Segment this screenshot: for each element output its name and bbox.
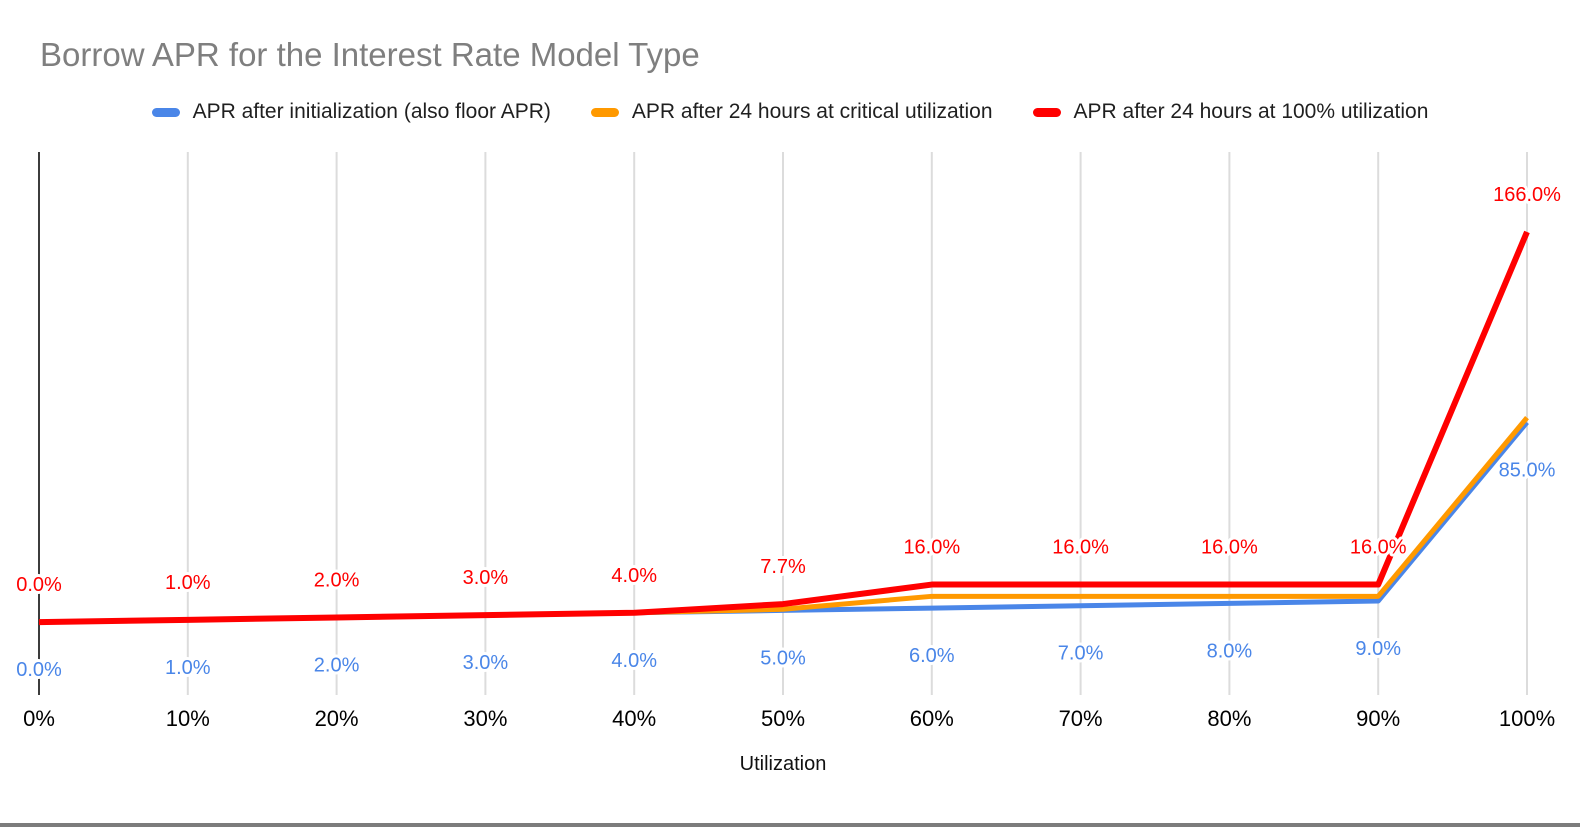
data-label: 85.0% [1499,459,1556,481]
chart-title: Borrow APR for the Interest Rate Model T… [40,36,700,73]
legend-item-2: APR after 24 hours at critical utilizati… [590,100,993,124]
x-tick-label: 60% [910,706,954,731]
data-label: 1.0% [165,657,211,679]
x-tick-label: 70% [1059,706,1103,731]
legend-item-1: APR after initialization (also floor APR… [151,100,551,124]
x-tick-label: 40% [612,706,656,731]
data-label: 16.0% [903,537,960,559]
legend-swatch [1032,107,1061,117]
legend-item-3: APR after 24 hours at 100% utilization [1032,100,1429,124]
bottom-border [0,823,1580,827]
data-label: 2.0% [314,654,360,676]
data-label: 4.0% [611,565,657,587]
data-label: 6.0% [909,645,955,667]
data-label: 7.0% [1058,643,1104,665]
data-label: 5.0% [760,647,806,669]
x-tick-label: 90% [1356,706,1400,731]
x-tick-label: 80% [1207,706,1251,731]
data-label: 7.7% [760,556,806,578]
legend-swatch [151,107,180,117]
legend: APR after initialization (also floor APR… [0,100,1580,124]
x-tick-label: 20% [315,706,359,731]
x-tick-label: 30% [463,706,507,731]
data-label: 166.0% [1493,184,1561,206]
x-tick-label: 100% [1499,706,1555,731]
series-line-3 [38,230,1530,626]
legend-label: APR after initialization (also floor APR… [192,100,551,123]
data-label: 16.0% [1350,537,1407,559]
data-label: 16.0% [1201,537,1258,559]
x-tick-label: 50% [761,706,805,731]
data-label: 3.0% [463,652,509,674]
data-label: 3.0% [463,567,509,589]
x-axis-title: Utilization [739,753,827,775]
legend-label: APR after 24 hours at 100% utilization [1073,100,1429,123]
data-label: 4.0% [611,650,657,672]
legend-swatch [590,107,619,117]
data-label: 1.0% [165,572,211,594]
data-label: 9.0% [1355,638,1401,660]
data-label: 8.0% [1207,640,1253,662]
legend-label: APR after 24 hours at critical utilizati… [631,100,993,123]
data-label: 0.0% [16,574,62,596]
data-label: 16.0% [1052,537,1109,559]
data-label: 0.0% [16,659,62,681]
x-tick-label: 0% [23,706,55,731]
x-tick-label: 10% [166,706,210,731]
data-label: 2.0% [314,569,360,591]
